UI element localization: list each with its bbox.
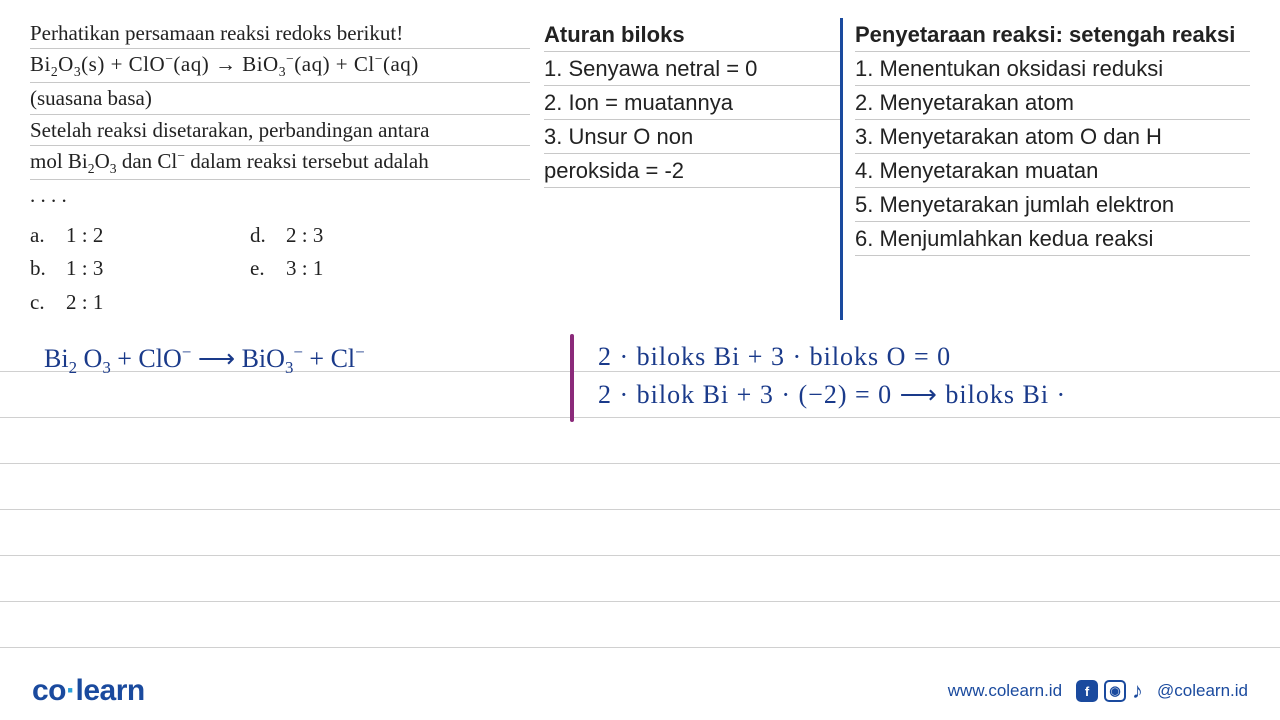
steps-item: 5. Menyetarakan jumlah elektron (855, 188, 1250, 222)
instagram-icon: ◉ (1104, 680, 1126, 702)
choice-text: 2 : 1 (66, 287, 103, 317)
facebook-icon: f (1076, 680, 1098, 702)
rules-item: 3. Unsur O non (544, 120, 840, 154)
steps-item: 2. Menyetarakan atom (855, 86, 1250, 120)
choice-e: e.3 : 1 (250, 253, 470, 283)
question-condition: (suasana basa) (30, 83, 530, 114)
rules-item: 1. Senyawa netral = 0 (544, 52, 840, 86)
choice-col-1: a.1 : 2 b.1 : 3 c.2 : 1 (30, 217, 250, 320)
logo-co: co (32, 674, 66, 707)
ruled-line (0, 464, 1280, 510)
choice-letter: c. (30, 287, 66, 317)
steps-item: 3. Menyetarakan atom O dan H (855, 120, 1250, 154)
ruled-line (0, 510, 1280, 556)
question-prompt: Perhatikan persamaan reaksi redoks berik… (30, 18, 530, 49)
choice-text: 1 : 2 (66, 220, 103, 250)
top-section: Perhatikan persamaan reaksi redoks berik… (0, 0, 1280, 320)
choice-d: d.2 : 3 (250, 220, 470, 250)
choice-text: 2 : 3 (286, 220, 323, 250)
choice-letter: d. (250, 220, 286, 250)
footer-right: www.colearn.id f ◉ ♪ @colearn.id (948, 678, 1248, 704)
steps-column: Penyetaraan reaksi: setengah reaksi 1. M… (840, 18, 1250, 320)
ruled-line (0, 602, 1280, 648)
rules-item: 2. Ion = muatannya (544, 86, 840, 120)
choice-letter: b. (30, 253, 66, 283)
rules-column: Aturan biloks 1. Senyawa netral = 0 2. I… (540, 18, 840, 320)
steps-title: Penyetaraan reaksi: setengah reaksi (855, 18, 1250, 52)
choice-b: b.1 : 3 (30, 253, 250, 283)
handwriting-line-1: 2 · biloks Bi + 3 · biloks O = 0 (598, 342, 951, 372)
question-body-2: mol Bi2O3 dan Cl− dalam reaksi tersebut … (30, 146, 530, 180)
handwriting-line-2: 2 · bilok Bi + 3 · (−2) = 0 ⟶ biloks Bi … (598, 380, 1066, 410)
question-dots: . . . . (30, 180, 530, 210)
choice-c: c.2 : 1 (30, 287, 250, 317)
choice-a: a.1 : 2 (30, 220, 250, 250)
question-column: Perhatikan persamaan reaksi redoks berik… (30, 18, 540, 320)
rules-item: peroksida = -2 (544, 154, 840, 188)
footer: co·learn www.colearn.id f ◉ ♪ @colearn.i… (0, 662, 1280, 720)
handwriting-divider (570, 334, 574, 422)
choice-text: 1 : 3 (66, 253, 103, 283)
colearn-logo: co·learn (32, 674, 145, 708)
choice-col-2: d.2 : 3 e.3 : 1 (250, 217, 470, 320)
ruled-line (0, 418, 1280, 464)
social-icons: f ◉ ♪ (1076, 678, 1143, 704)
tiktok-icon: ♪ (1132, 678, 1143, 704)
steps-item: 6. Menjumlahkan kedua reaksi (855, 222, 1250, 256)
steps-item: 4. Menyetarakan muatan (855, 154, 1250, 188)
steps-item: 1. Menentukan oksidasi reduksi (855, 52, 1250, 86)
question-equation: Bi2O3(s) + ClO−(aq) → BiO3−(aq) + Cl−(aq… (30, 49, 530, 83)
choice-text: 3 : 1 (286, 253, 323, 283)
ruled-line (0, 556, 1280, 602)
footer-url: www.colearn.id (948, 681, 1062, 701)
logo-learn: learn (76, 674, 145, 707)
answer-choices: a.1 : 2 b.1 : 3 c.2 : 1 d.2 : 3 e.3 : 1 (30, 217, 530, 320)
equation-text: Bi2O3(s) + ClO−(aq) → BiO3−(aq) + Cl−(aq… (30, 52, 419, 76)
logo-dot: · (66, 674, 76, 707)
choice-letter: e. (250, 253, 286, 283)
handwriting-equation: Bi2 O3 + ClO− ⟶ BiO3− + Cl− (44, 342, 365, 378)
choice-letter: a. (30, 220, 66, 250)
question-body-1: Setelah reaksi disetarakan, perbandingan… (30, 115, 530, 146)
footer-handle: @colearn.id (1157, 681, 1248, 701)
rules-title: Aturan biloks (544, 18, 840, 52)
